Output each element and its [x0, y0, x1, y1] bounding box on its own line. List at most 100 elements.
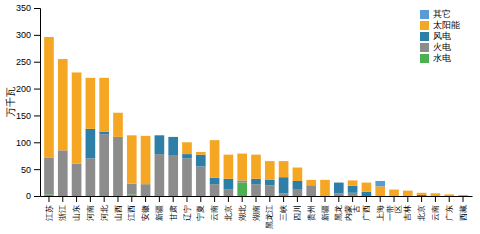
legend-item: 其它 [420, 9, 451, 19]
bar-segment [293, 181, 303, 189]
x-tick-label: 吉林 [403, 205, 412, 221]
bar-segment [375, 186, 385, 196]
bar-segment [168, 136, 178, 137]
y-tick-mark [34, 35, 40, 36]
bar-segment [348, 180, 358, 181]
bar-segment [44, 194, 54, 196]
bar-segment [362, 182, 372, 183]
y-tick-label: 350 [16, 3, 31, 13]
bar-segment [141, 135, 151, 136]
y-tick-label: 300 [16, 30, 31, 40]
bar-segment [127, 135, 137, 136]
bar-segment [444, 194, 454, 196]
bar-segment [44, 37, 54, 38]
x-tick-label: 宁夏 [196, 205, 205, 221]
legend-label: 其它 [433, 9, 451, 19]
x-tick-label-line: 河北 [100, 205, 109, 221]
x-tick: 湖北 [238, 196, 247, 221]
x-tick: 北京 [224, 196, 233, 221]
bar-segment [168, 156, 178, 196]
bar-segment [182, 142, 192, 143]
x-tick-label: 江西 [127, 205, 136, 221]
bar-segment [265, 161, 275, 180]
x-tick-mark [297, 196, 298, 202]
x-tick: 河北 [100, 196, 109, 221]
bar-segment [334, 183, 344, 194]
x-tick-label: 新疆 [321, 205, 330, 221]
x-tick: 甘肃 [169, 196, 178, 221]
bar-segment [127, 184, 137, 195]
x-tick-label-line: 湖南 [252, 205, 261, 221]
x-tick: 黑龙江 [265, 196, 274, 229]
x-tick-label: 一带区 [386, 205, 403, 221]
bar-segment [417, 196, 427, 197]
bar-segment [279, 193, 289, 196]
bar-segment [182, 142, 192, 154]
y-tick-mark [34, 115, 40, 116]
x-tick-label-line: 河南 [86, 205, 95, 221]
bar-segment [334, 182, 344, 183]
bar-segment [72, 72, 82, 73]
bar-segment [99, 77, 109, 78]
bar-segment [306, 185, 316, 196]
bar-segment [251, 155, 261, 179]
bar-segment [279, 161, 289, 177]
x-tick-label-line: 西藏 [459, 205, 468, 221]
legend-label: 火电 [433, 42, 451, 52]
bar-segment [210, 140, 220, 178]
x-tick-mark [242, 196, 243, 202]
x-tick-mark [256, 196, 257, 202]
legend-item: 风电 [420, 31, 451, 41]
bar-segment [279, 177, 289, 193]
x-tick-label: 上海 [376, 205, 385, 221]
bar-segment [431, 193, 441, 194]
x-tick-label: 北京 [417, 205, 426, 221]
x-tick-label-line: 贵州 [307, 205, 316, 221]
x-tick-label: 新疆 [155, 205, 164, 221]
bar-segment [99, 132, 109, 135]
y-tick-mark [34, 142, 40, 143]
bar-segment [224, 154, 234, 155]
x-tick-label: 安徽 [141, 205, 150, 221]
bar-segment [182, 154, 192, 158]
x-tick-label-line: 新疆 [155, 205, 164, 221]
bar-segment [458, 195, 468, 196]
x-tick-mark [104, 196, 105, 202]
x-tick-label: 湖南 [252, 205, 261, 221]
bar-segment [127, 194, 137, 196]
bar-segment [86, 77, 96, 78]
x-tick: 安徽 [141, 196, 150, 221]
x-tick-label-line: 江西 [127, 205, 136, 221]
y-tick: 350 [16, 3, 40, 13]
x-tick: 一带区 [386, 196, 403, 221]
y-tick-label: 250 [16, 57, 31, 67]
x-tick-label: 河南 [86, 205, 95, 221]
x-tick-mark [352, 196, 353, 202]
bar-segment [141, 184, 151, 196]
legend-label: 风电 [433, 31, 451, 41]
x-tick-label-line: 浙江 [58, 205, 67, 221]
bar-segment [251, 184, 261, 196]
x-tick-label-line: 安徽 [141, 205, 150, 221]
bar-segment [155, 135, 165, 136]
y-tick: 50 [21, 165, 40, 175]
legend-item: 火电 [420, 42, 451, 52]
x-tick: 新疆 [155, 196, 164, 221]
bar-series [86, 129, 427, 196]
x-tick-mark [214, 196, 215, 202]
x-tick-label: 广西 [362, 205, 371, 221]
x-tick-label-line: 黑龙江 [265, 205, 274, 229]
y-tick-mark [34, 196, 40, 197]
bar-segment [265, 161, 275, 162]
bar-segment [155, 135, 165, 154]
x-tick-label-line: 江苏 [45, 205, 54, 221]
bar-segment [72, 164, 82, 196]
x-tick-label-line: 区 [394, 205, 403, 213]
bar-segment [182, 158, 192, 196]
x-tick-label: 四川 [293, 205, 302, 221]
legend-swatch [420, 32, 429, 41]
x-tick-label-line: 湖北 [238, 205, 247, 221]
x-tick-mark [200, 196, 201, 202]
x-tick-label: 北京 [224, 205, 233, 221]
x-tick-mark [48, 196, 49, 202]
